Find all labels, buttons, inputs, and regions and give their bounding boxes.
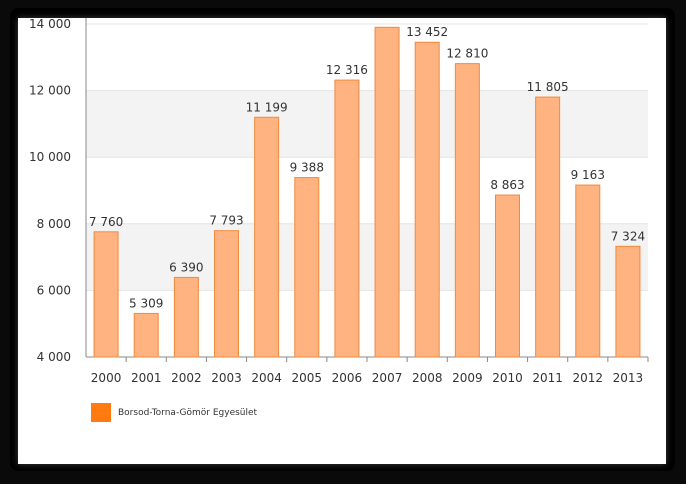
data-label: 6 390 [169,260,203,274]
y-tick-label: 10 000 [29,150,71,164]
bar [454,63,480,358]
grid-band [86,223,648,291]
bar-chart: 4 000 6 000 8 000 10 000 12 000 14 000 7 760 20… [29,18,649,385]
grid-band [86,90,648,158]
x-tick-label: 2001 [131,371,162,385]
bar [495,194,520,358]
bar [254,116,280,358]
data-label: 7 760 [89,215,123,229]
y-tick-label: 6 000 [37,283,71,297]
x-tick-label: 2012 [573,371,604,385]
data-label: 8 863 [490,178,524,192]
data-label: 13 452 [406,25,448,39]
x-tick-label: 2000 [91,371,122,385]
bar [334,79,360,358]
data-label: 11 199 [246,100,288,114]
bar [173,276,199,358]
data-label: 12 810 [446,47,488,61]
y-tick-label: 14 000 [29,18,71,31]
x-tick-label: 2006 [332,371,363,385]
bar [414,41,440,358]
data-label: 11 805 [527,80,569,94]
y-tick-label: 4 000 [37,350,71,364]
x-tick-label: 2002 [171,371,202,385]
bar [535,96,561,358]
x-tick-label: 2011 [532,371,563,385]
bar [93,231,119,358]
bar [615,245,641,358]
bar [294,177,320,358]
x-tick-label: 2004 [251,371,282,385]
data-label: 7 324 [611,229,645,243]
x-tick-label: 2007 [372,371,403,385]
y-tick-label: 12 000 [29,84,71,98]
data-label: 7 793 [209,214,243,228]
x-tick-label: 2013 [613,371,644,385]
bar [214,230,239,358]
legend-swatch [91,403,111,422]
bar [374,26,400,358]
x-tick-label: 2008 [412,371,443,385]
data-label: 5 309 [129,296,163,310]
y-tick-label: 8 000 [37,217,71,231]
data-label: 12 316 [326,63,368,77]
x-tick-label: 2003 [211,371,242,385]
chart-panel: 4 000 6 000 8 000 10 000 12 000 14 000 7 760 20… [18,18,666,464]
legend: Borsod-Torna-Gömör Egyesület [91,403,257,422]
bar [133,312,159,358]
bar [575,184,601,358]
x-tick-label: 2010 [492,371,523,385]
x-tick-label: 2005 [292,371,323,385]
legend-label: Borsod-Torna-Gömör Egyesület [118,407,258,418]
x-tick-label: 2009 [452,371,483,385]
data-label: 9 163 [571,168,605,182]
data-label: 9 388 [290,161,324,175]
